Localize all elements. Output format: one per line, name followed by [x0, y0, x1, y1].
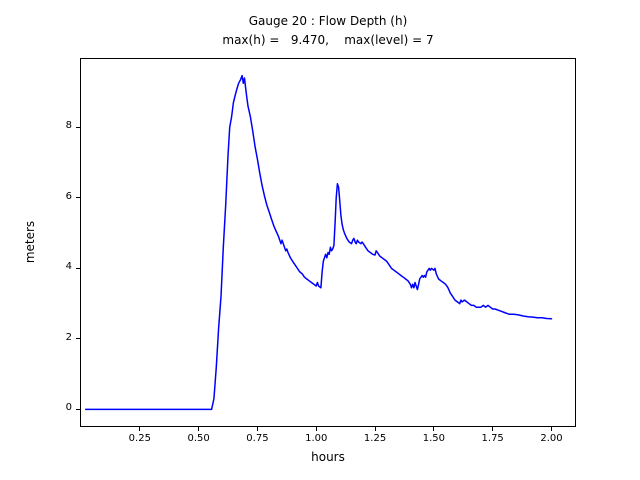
y-tick-label: 4: [65, 261, 72, 273]
x-tick-mark: [550, 427, 552, 431]
flow-depth-line: [84, 74, 553, 411]
x-tick-label: 0.25: [128, 433, 151, 444]
x-tick-label: 0.50: [187, 433, 210, 444]
x-tick-mark: [256, 427, 258, 431]
y-tick-label: 6: [65, 190, 72, 202]
y-axis-label: meters: [23, 220, 37, 264]
chart-title-line1: Gauge 20 : Flow Depth (h): [248, 14, 408, 28]
x-tick-label: 1.00: [305, 433, 328, 444]
x-tick-label: 2.00: [540, 433, 563, 444]
x-tick-label: 1.75: [481, 433, 504, 444]
y-tick-label: 2: [65, 331, 72, 343]
plot-area: [80, 58, 576, 427]
y-tick-mark: [76, 197, 80, 199]
x-axis-label: hours: [311, 450, 345, 464]
y-tick-label: 8: [65, 120, 72, 132]
x-tick-mark: [374, 427, 376, 431]
x-tick-label: 0.75: [246, 433, 269, 444]
y-tick-label: 0: [65, 402, 72, 414]
x-tick-mark: [139, 427, 141, 431]
chart-title-line2: max(h) = 9.470, max(level) = 7: [222, 33, 434, 47]
y-tick-mark: [76, 338, 80, 340]
y-tick-mark: [76, 267, 80, 269]
x-tick-label: 1.50: [422, 433, 445, 444]
x-tick-mark: [492, 427, 494, 431]
x-tick-mark: [198, 427, 200, 431]
x-tick-mark: [315, 427, 317, 431]
y-tick-mark: [76, 408, 80, 410]
y-tick-mark: [76, 126, 80, 128]
x-tick-label: 1.25: [363, 433, 387, 444]
x-tick-mark: [433, 427, 435, 431]
